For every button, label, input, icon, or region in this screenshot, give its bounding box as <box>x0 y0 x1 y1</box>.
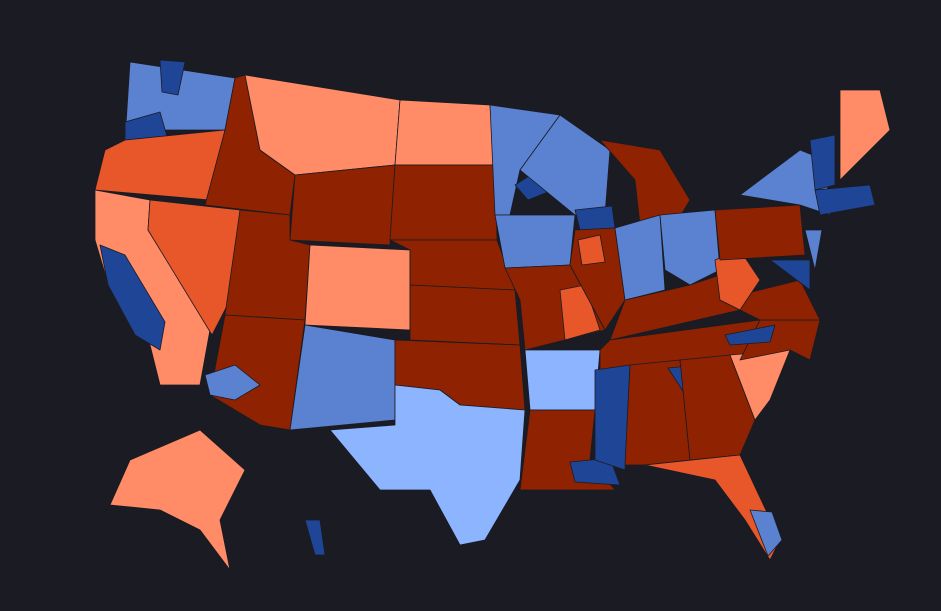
region <box>204 364 261 401</box>
region <box>329 384 526 546</box>
region <box>159 59 186 96</box>
region <box>739 149 831 216</box>
region <box>839 89 891 181</box>
region <box>109 429 246 571</box>
region <box>289 164 396 246</box>
region <box>489 104 561 216</box>
region <box>147 199 241 336</box>
region <box>304 519 326 556</box>
region <box>814 184 876 216</box>
region <box>714 204 806 261</box>
region <box>644 454 781 561</box>
region <box>724 324 776 346</box>
region <box>804 229 823 271</box>
region <box>574 205 616 231</box>
region <box>519 114 611 216</box>
region <box>769 259 811 291</box>
region <box>749 509 783 557</box>
region <box>659 209 721 286</box>
region <box>289 324 396 431</box>
region <box>394 99 496 166</box>
region <box>559 284 601 341</box>
region <box>594 364 631 471</box>
region <box>409 284 521 346</box>
region <box>679 354 756 461</box>
region <box>99 244 166 351</box>
region <box>494 214 576 269</box>
regions <box>94 59 891 571</box>
region <box>304 244 411 331</box>
region <box>524 349 601 411</box>
region <box>614 214 666 301</box>
region <box>809 134 836 191</box>
region <box>577 234 606 266</box>
region <box>389 164 498 241</box>
